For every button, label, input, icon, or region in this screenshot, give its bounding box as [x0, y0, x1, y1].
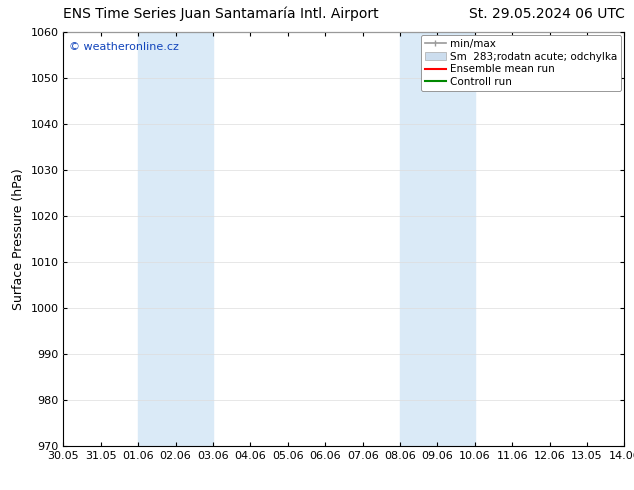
Text: © weatheronline.cz: © weatheronline.cz — [69, 42, 179, 52]
Title: ENS Time Series Juan Santamaría Intl. Airport     St. 29.05.2024 06 UTC: ENS Time Series Juan Santamaría Intl. Ai… — [0, 489, 1, 490]
Bar — [400, 32, 475, 446]
Y-axis label: Surface Pressure (hPa): Surface Pressure (hPa) — [12, 168, 25, 310]
Legend: min/max, Sm  283;rodatn acute; odchylka, Ensemble mean run, Controll run: min/max, Sm 283;rodatn acute; odchylka, … — [421, 35, 621, 91]
Bar — [138, 32, 213, 446]
Text: ENS Time Series Juan Santamaría Intl. Airport: ENS Time Series Juan Santamaría Intl. Ai… — [63, 6, 379, 21]
Text: St. 29.05.2024 06 UTC: St. 29.05.2024 06 UTC — [469, 6, 624, 21]
